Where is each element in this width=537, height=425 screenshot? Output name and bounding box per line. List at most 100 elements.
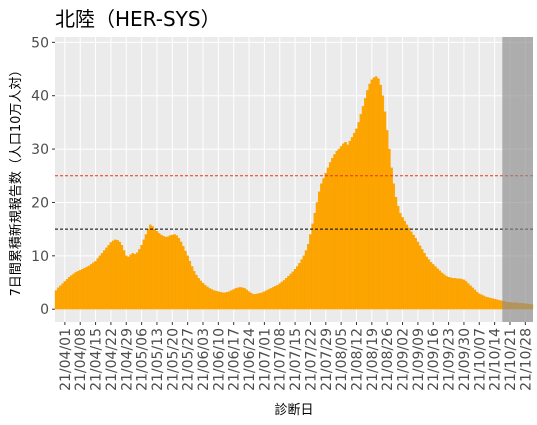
x-tick-label: 21/04/22 [104, 328, 120, 391]
bar [361, 106, 365, 310]
bar [328, 162, 332, 310]
bar [258, 293, 262, 310]
bar [199, 280, 203, 310]
bar [234, 288, 238, 310]
bar [368, 83, 371, 310]
bar [344, 141, 347, 310]
bar [491, 298, 494, 310]
bar [278, 283, 281, 310]
bar [322, 178, 325, 310]
bar [109, 242, 113, 310]
bar [296, 266, 299, 310]
bar [366, 90, 369, 310]
x-tick-label: 21/04/29 [119, 328, 135, 391]
bar [464, 281, 468, 310]
x-tick-label: 21/05/27 [181, 328, 197, 391]
bar [190, 266, 194, 310]
bar [348, 140, 352, 310]
bar [57, 287, 60, 310]
bar [453, 278, 457, 310]
bar [98, 255, 102, 310]
bar [271, 287, 275, 310]
bar [182, 246, 185, 310]
y-tick-label: 20 [31, 195, 49, 211]
bar [282, 280, 286, 310]
bar [151, 226, 154, 310]
bar [131, 253, 135, 310]
bar [416, 241, 420, 310]
bar [499, 300, 503, 310]
bar [493, 298, 496, 310]
bar [280, 281, 284, 310]
bar [471, 287, 474, 310]
bar [92, 262, 95, 310]
x-tick-label: 21/05/20 [165, 328, 181, 391]
bar [166, 236, 170, 310]
bar [140, 244, 143, 310]
bar [168, 235, 172, 310]
bar [63, 281, 67, 310]
bar [394, 196, 398, 310]
bar [449, 277, 453, 310]
bar [346, 144, 349, 310]
bar [179, 241, 183, 310]
bar [287, 275, 290, 310]
bar [65, 279, 69, 310]
bar [87, 265, 91, 310]
bar [72, 273, 75, 310]
bar [407, 227, 411, 310]
bar [249, 293, 253, 310]
bar [410, 231, 413, 310]
bar [337, 148, 341, 310]
bar [81, 269, 84, 310]
bar [399, 212, 402, 310]
bar [219, 291, 222, 310]
y-tick-label: 0 [40, 302, 49, 318]
bar [488, 297, 492, 310]
bar [342, 143, 345, 310]
bar [418, 245, 422, 310]
bar [385, 130, 389, 310]
bar [210, 289, 214, 310]
bar [135, 252, 139, 310]
bar [458, 278, 461, 310]
bar [256, 293, 260, 310]
bar [429, 262, 433, 310]
bar [370, 79, 374, 310]
bar [232, 289, 235, 310]
bar [302, 255, 306, 310]
x-tick-label: 21/07/15 [288, 328, 304, 391]
shaded-region [502, 37, 533, 322]
bar [197, 278, 200, 310]
bar [467, 283, 470, 310]
bar [315, 202, 319, 310]
x-tick-label: 21/10/14 [488, 328, 504, 391]
bar [401, 217, 404, 310]
bar [317, 191, 321, 310]
bar [482, 295, 485, 310]
bar [192, 271, 196, 310]
chart-title: 北陸（HER-SYS） [55, 7, 221, 31]
bar [274, 286, 277, 310]
bar [223, 292, 227, 310]
bar [445, 275, 448, 310]
bar [414, 238, 417, 310]
bar [265, 290, 268, 310]
x-tick-label: 21/05/13 [150, 328, 166, 391]
x-tick-label: 21/06/24 [242, 328, 258, 391]
bar [320, 183, 323, 310]
x-axis-label: 診断日 [274, 402, 313, 418]
bar [239, 287, 242, 310]
bar [201, 282, 205, 310]
x-tick-label: 21/08/12 [349, 328, 365, 391]
bar [153, 228, 157, 310]
bar [350, 137, 354, 310]
bar [374, 76, 378, 310]
bar [372, 77, 376, 310]
bar [475, 291, 479, 310]
bar [311, 223, 314, 310]
bar [267, 289, 271, 310]
bar [307, 243, 310, 310]
bar [313, 212, 317, 310]
